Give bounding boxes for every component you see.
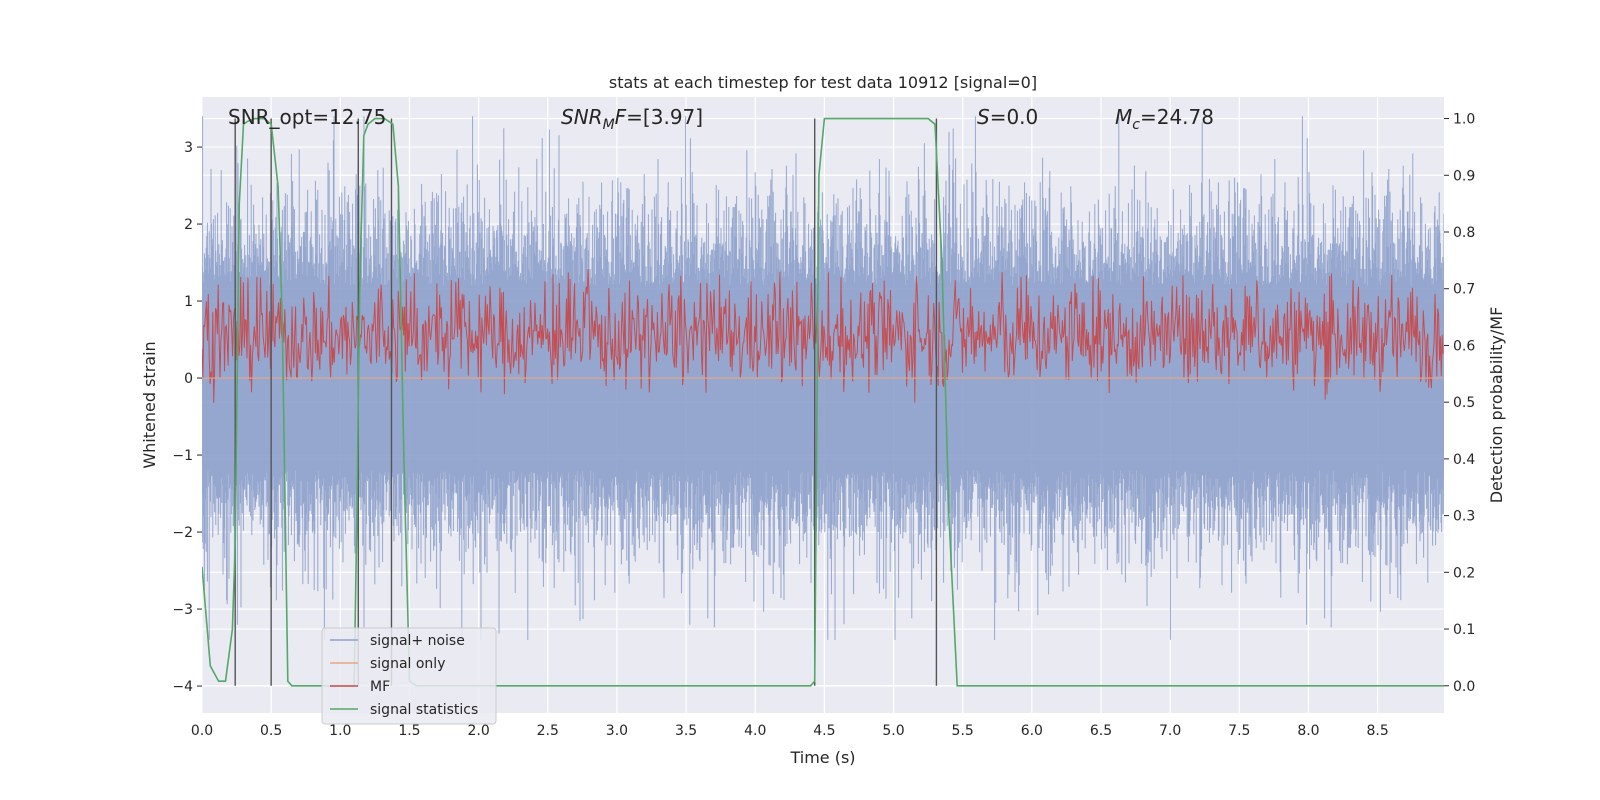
- series-mf: [202, 269, 1444, 403]
- y-tick-label: −3: [172, 602, 193, 618]
- y2-tick-label: 0.1: [1453, 622, 1475, 638]
- x-tick-label: 6.0: [1021, 723, 1043, 739]
- x-axis-label: Time (s): [789, 748, 855, 767]
- x-tick-label: 8.0: [1297, 723, 1319, 739]
- x-tick-label: 1.0: [329, 723, 351, 739]
- legend-box: [321, 627, 497, 725]
- y-tick-label: 3: [184, 140, 193, 156]
- annotation-snr-mf: SNRMF=[3.97]: [561, 105, 703, 133]
- annotation-s: S=0.0: [977, 105, 1038, 129]
- series-signal-statistics: [202, 117, 1444, 687]
- y-tick-label: −2: [172, 525, 193, 541]
- y-tick-label: 1: [184, 294, 193, 310]
- y2-tick-label: 0.3: [1453, 509, 1475, 525]
- y2-tick-label: 0.5: [1453, 395, 1475, 411]
- x-tick-label: 6.5: [1090, 723, 1112, 739]
- y-tick-label: 0: [184, 371, 193, 387]
- y2-tick-label: 0.0: [1453, 679, 1475, 695]
- y-tick-label: −1: [172, 448, 193, 464]
- chart-title: stats at each timestep for test data 109…: [609, 73, 1037, 92]
- x-tick-label: 3.5: [675, 723, 697, 739]
- y2-tick-label: 0.9: [1453, 168, 1475, 184]
- legend-label-mf: MF: [370, 679, 390, 695]
- y2-tick-label: 0.4: [1453, 452, 1475, 468]
- x-tick-label: 7.5: [1228, 723, 1250, 739]
- y2-tick-label: 0.2: [1453, 565, 1475, 581]
- y-tick-label: −4: [172, 679, 193, 695]
- x-tick-label: 2.5: [537, 723, 559, 739]
- legend: signal+ noise signal only MF signal stat…: [321, 627, 497, 725]
- annotation-snr-opt: SNR_opt=12.75: [228, 105, 386, 129]
- annotation-mc: Mc=24.78: [1115, 105, 1214, 133]
- x-axis-ticks: 0.0 0.5 1.0 1.5 2.0 2.5 3.0 3.5 4.0 4.5 5.0 5.5 6.0 6…: [191, 723, 1389, 739]
- legend-label-signal-noise: signal+ noise: [370, 633, 465, 649]
- y-tick-label: 2: [184, 217, 193, 233]
- legend-label-signal-statistics: signal statistics: [370, 702, 478, 718]
- x-tick-label: 4.5: [813, 723, 835, 739]
- y2-tick-label: 0.6: [1453, 338, 1475, 354]
- x-tick-label: 1.5: [398, 723, 420, 739]
- x-tick-label: 5.0: [882, 723, 904, 739]
- y2-tick-label: 0.7: [1453, 282, 1475, 298]
- y-axis-label: Whitened strain: [140, 341, 159, 468]
- y-axis-ticks: 3 2 1 0 −1 −2 −3 −4: [172, 140, 202, 695]
- x-tick-label: 0.0: [191, 723, 213, 739]
- x-tick-label: 5.5: [952, 723, 974, 739]
- x-tick-label: 0.5: [260, 723, 282, 739]
- x-tick-label: 2.0: [467, 723, 489, 739]
- x-tick-label: 3.0: [606, 723, 628, 739]
- y2-axis-ticks: 1.0 0.9 0.8 0.7 0.6 0.5 0.4 0.3 0.2 0.1 0.0: [1444, 112, 1475, 695]
- y2-tick-label: 0.8: [1453, 225, 1475, 241]
- y2-tick-label: 1.0: [1453, 112, 1475, 128]
- x-tick-label: 4.0: [744, 723, 766, 739]
- legend-label-signal-only: signal only: [370, 656, 445, 672]
- x-tick-label: 8.5: [1366, 723, 1388, 739]
- y2-axis-label: Detection probability/MF: [1487, 307, 1506, 504]
- x-tick-label: 7.0: [1159, 723, 1181, 739]
